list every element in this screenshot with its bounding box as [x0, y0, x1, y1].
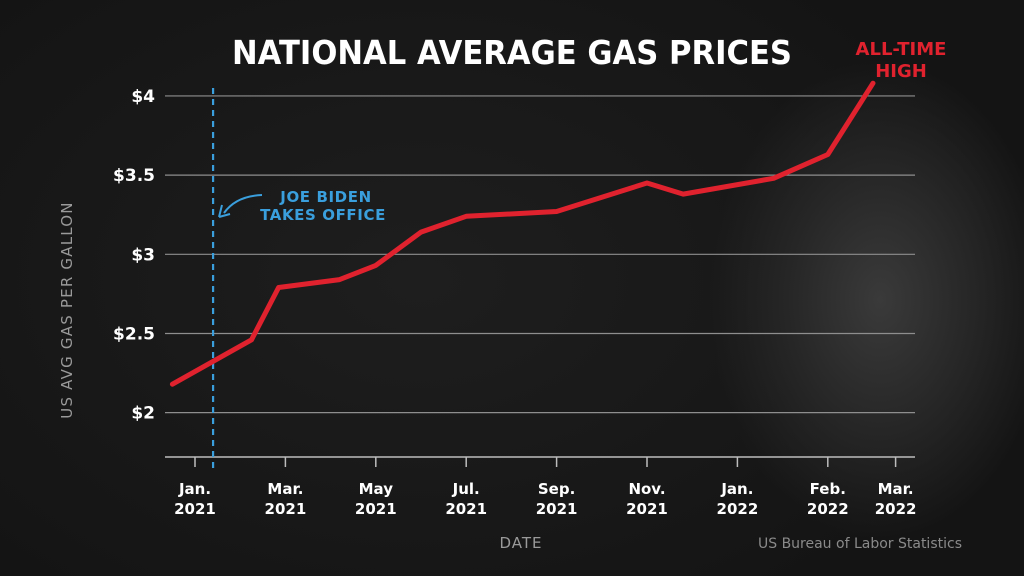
x-tick-label-line2: 2021	[265, 500, 307, 518]
x-tick-label-line2: 2021	[536, 500, 578, 518]
chart-title: NATIONAL AVERAGE GAS PRICES	[232, 33, 792, 72]
x-tick-label-line2: 2021	[174, 500, 216, 518]
biden-annotation-arrowhead	[218, 204, 231, 218]
y-axis-ticks: $2 $2.5 $3 $3.5 $4	[113, 87, 155, 424]
biden-annotation-line2: TAKES OFFICE	[260, 206, 386, 224]
x-tick-label-line1: Mar.	[267, 480, 303, 498]
y-tick-label: $3.5	[113, 166, 155, 186]
y-tick-label: $2	[131, 404, 155, 424]
x-tick-label-line2: 2021	[445, 500, 487, 518]
y-axis-label: US AVG GAS PER GALLON	[58, 201, 76, 418]
x-tick-label-line2: 2022	[875, 500, 917, 518]
x-tick-label-line2: 2021	[355, 500, 397, 518]
biden-annotation-line1: JOE BIDEN	[279, 188, 371, 206]
gridlines	[165, 95, 915, 414]
x-tick-label-line1: Jul.	[452, 480, 480, 498]
all-time-high-line1: ALL-TIME	[856, 39, 947, 60]
x-tick-label-line2: 2022	[807, 500, 849, 518]
biden-annotation: JOE BIDEN TAKES OFFICE	[218, 188, 386, 224]
x-tick-label-line1: Feb.	[810, 480, 846, 498]
source-credit: US Bureau of Labor Statistics	[758, 536, 962, 552]
x-axis-label: DATE	[499, 534, 542, 552]
x-tick-label-line1: Jan.	[178, 480, 211, 498]
x-tick-label-line1: May	[359, 480, 394, 498]
y-tick-label: $4	[131, 87, 155, 107]
x-tick-label-line1: Mar.	[878, 480, 914, 498]
all-time-high-annotation: ALL-TIME HIGH	[856, 39, 947, 82]
x-axis-ticks: Jan. 2021 Mar. 2021 May 2021 Jul. 2021 Sep. 2021 N…	[174, 457, 916, 518]
all-time-high-line2: HIGH	[875, 61, 927, 82]
series-line-gas-price	[169, 80, 876, 387]
x-tick-label-line2: 2022	[717, 500, 759, 518]
x-tick-label-line1: Nov.	[628, 480, 665, 498]
y-tick-label: $2.5	[113, 324, 155, 344]
x-tick-label-line2: 2021	[626, 500, 668, 518]
x-tick-label-line1: Sep.	[538, 480, 575, 498]
x-tick-label-line1: Jan.	[720, 480, 753, 498]
y-tick-label: $3	[131, 245, 155, 265]
biden-annotation-arrow	[223, 194, 263, 214]
